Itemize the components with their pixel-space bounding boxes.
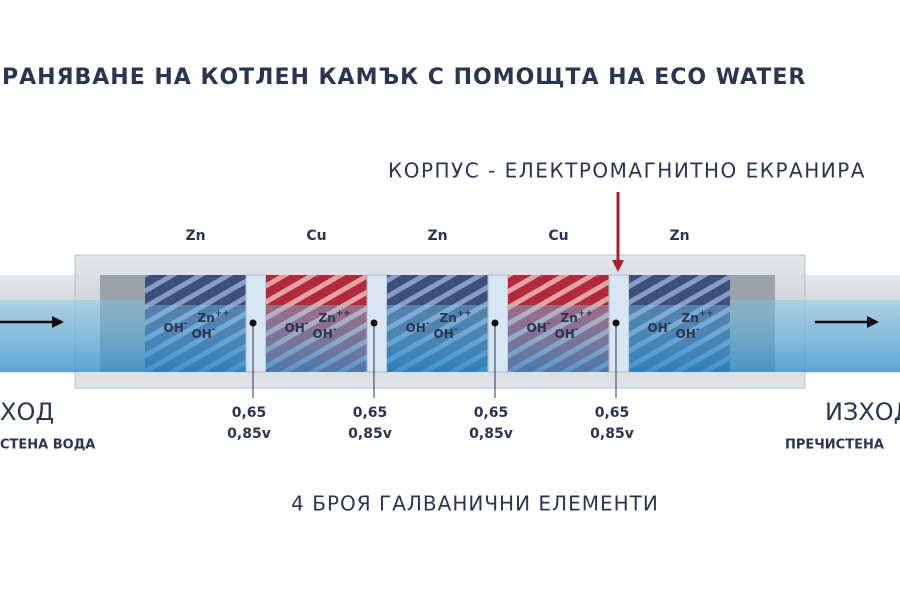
anion-symbol: OH (313, 327, 333, 341)
metal-label: Zn (185, 228, 205, 244)
voltage-bottom: 0,85v (348, 426, 392, 442)
anion-symbol: OH (285, 321, 305, 335)
anion-charge: - (333, 325, 337, 335)
anion-symbol: OH (434, 327, 454, 341)
anion-charge: - (212, 325, 216, 335)
anion: OH- (313, 325, 337, 341)
anion: OH- (434, 325, 458, 341)
cation-charge: ++ (699, 309, 714, 319)
anion-symbol: OH (192, 327, 212, 341)
flow-arrow-head (867, 316, 879, 328)
anion: OH- (555, 325, 579, 341)
anion-charge: - (668, 319, 672, 329)
flow-arrow-head (52, 316, 64, 328)
cation: Zn++ (198, 309, 230, 325)
junction-dot (491, 319, 499, 327)
anion-charge: - (454, 325, 458, 335)
anion-symbol: OH (527, 321, 547, 335)
cation-charge: ++ (578, 309, 593, 319)
cation: Zn++ (561, 309, 593, 325)
cation-symbol: Zn (682, 311, 699, 325)
cation-symbol: Zn (561, 311, 578, 325)
junction-dot (249, 319, 257, 327)
cation-symbol: Zn (440, 311, 457, 325)
housing-pointer-head (612, 260, 624, 272)
water-out (730, 300, 900, 372)
cation: Zn++ (682, 309, 714, 325)
water (266, 305, 367, 372)
anion: OH- (527, 319, 551, 335)
voltage-top: 0,65 (474, 405, 509, 421)
anion-symbol: OH (555, 327, 575, 341)
anion: OH- (676, 325, 700, 341)
anion-symbol: OH (406, 321, 426, 335)
water (145, 305, 246, 372)
anion-charge: - (696, 325, 700, 335)
cation-charge: ++ (457, 309, 472, 319)
anion: OH- (648, 319, 672, 335)
cation-symbol: Zn (198, 311, 215, 325)
anion-charge: - (184, 319, 188, 329)
junction-dot (612, 319, 620, 327)
voltage-top: 0,65 (353, 405, 388, 421)
cation-charge: ++ (336, 309, 351, 319)
anion-charge: - (305, 319, 309, 329)
water-in (0, 300, 145, 372)
cation: Zn++ (319, 309, 351, 325)
anion-charge: - (547, 319, 551, 329)
anion-symbol: OH (676, 327, 696, 341)
housing-label: КОРПУС - ЕЛЕКТРОМАГНИТНО ЕКРАНИРА (388, 159, 866, 183)
metal-label: Zn (427, 228, 447, 244)
anion-symbol: OH (164, 321, 184, 335)
voltage-top: 0,65 (595, 405, 630, 421)
anion: OH- (406, 319, 430, 335)
cation: Zn++ (440, 309, 472, 325)
outlet-sublabel: ПРЕЧИСТЕНА (785, 438, 884, 453)
metal-label: Cu (548, 228, 568, 244)
voltage-bottom: 0,85v (469, 426, 513, 442)
water (387, 305, 488, 372)
caption: 4 БРОЯ ГАЛВАНИЧНИ ЕЛЕМЕНТИ (291, 492, 659, 516)
outlet-label: ИЗХОД (825, 398, 900, 426)
junction-dot (370, 319, 378, 327)
inlet-label: ХОД (0, 398, 54, 426)
water (629, 305, 730, 372)
anion: OH- (192, 325, 216, 341)
cation-charge: ++ (215, 309, 230, 319)
anion-charge: - (426, 319, 430, 329)
title: РАНЯВАНЕ НА КОТЛЕН КАМЪК С ПОМОЩТА НА EC… (2, 65, 806, 90)
cation-symbol: Zn (319, 311, 336, 325)
voltage-bottom: 0,85v (590, 426, 634, 442)
anion-symbol: OH (648, 321, 668, 335)
anion-charge: - (575, 325, 579, 335)
voltage-bottom: 0,85v (227, 426, 271, 442)
metal-label: Zn (669, 228, 689, 244)
water (508, 305, 609, 372)
anion: OH- (285, 319, 309, 335)
metal-label: Cu (306, 228, 326, 244)
inlet-sublabel: СТЕНА ВОДА (0, 438, 95, 453)
anion: OH- (164, 319, 188, 335)
voltage-top: 0,65 (232, 405, 267, 421)
